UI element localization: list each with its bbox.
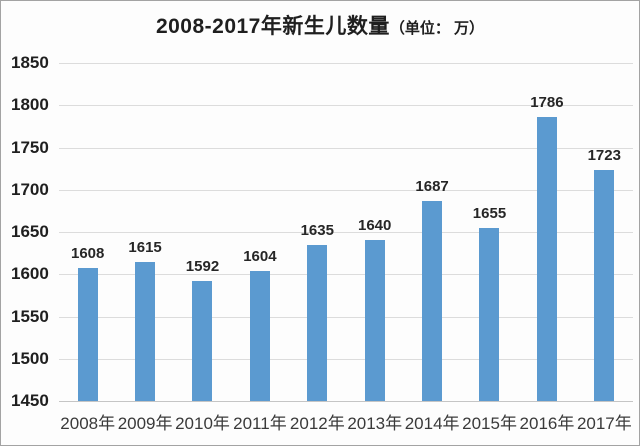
y-axis-tick-label: 1850: [11, 53, 49, 72]
bar: [192, 281, 213, 401]
gridline: [59, 63, 633, 64]
bar-column: 1723: [576, 63, 633, 401]
bar-column: 1592: [174, 63, 231, 401]
bar-column: 1635: [289, 63, 346, 401]
bar: [307, 244, 328, 401]
y-axis-tick-label: 1800: [11, 95, 49, 115]
bar-column: 1615: [116, 63, 173, 401]
bar: [249, 270, 270, 401]
bar: [479, 227, 500, 401]
bar-value-label: 1635: [300, 221, 334, 239]
bar: [422, 200, 443, 401]
bar: [77, 267, 98, 401]
x-axis-tick-label: 2008年: [60, 414, 116, 433]
y-axis-tick-label: 1650: [11, 222, 49, 241]
x-axis-tick-label: 2015年: [462, 414, 517, 433]
bar-column: 1786: [518, 63, 575, 401]
bar-value-label: 1723: [587, 147, 621, 165]
x-axis-tick-label: 2011年: [233, 414, 287, 433]
gridline: [59, 232, 633, 233]
x-axis-labels: 2008年 2009年 2010年 2011年 2012年 2013年 2014年 2015年…: [59, 409, 633, 434]
gridline: [59, 189, 633, 191]
x-axis-tick-label: 2013年: [347, 414, 403, 433]
x-axis-tick-label: 2014年: [404, 414, 460, 433]
y-axis-tick-label: 1600: [11, 264, 49, 284]
bar: [536, 117, 557, 401]
y-axis-tick-label: 1550: [11, 306, 49, 326]
gridline: [59, 105, 633, 107]
bar-column: 1608: [59, 63, 116, 401]
bar-value-label: 1687: [415, 177, 449, 195]
bar-value-label: 1604: [243, 247, 277, 265]
y-axis-tick-label: 1750: [11, 137, 49, 157]
x-axis-tick-label: 2017年: [576, 414, 632, 433]
bar-column: 1640: [346, 63, 403, 401]
bar-column: 1604: [231, 63, 288, 401]
bar-column: 1655: [461, 63, 518, 401]
bar: [135, 261, 156, 401]
bar-value-label: 1615: [128, 238, 162, 256]
x-axis-line: [59, 401, 633, 402]
chart-title: 2008-2017年新生儿数量（单位： 万）: [1, 10, 639, 40]
gridline: [59, 274, 633, 276]
bar-value-label: 1608: [71, 244, 105, 262]
chart-title-unit: （单位： 万）: [389, 20, 485, 37]
bar: [364, 240, 385, 401]
gridline: [59, 316, 633, 318]
y-axis-tick-label: 1500: [11, 348, 49, 368]
bar-value-label: 1592: [185, 258, 220, 276]
bar-column: 1687: [403, 63, 460, 401]
chart-title-text: 2008-2017年新生儿数量: [155, 15, 390, 38]
bar: [594, 170, 615, 401]
bar-value-label: 1786: [530, 94, 564, 112]
bar-value-label: 1640: [358, 217, 392, 235]
gridline: [59, 147, 633, 149]
x-axis-tick-label: 2016年: [519, 414, 575, 433]
y-axis-tick-label: 1450: [11, 391, 49, 410]
bar-value-label: 1655: [472, 204, 507, 222]
gridline: [59, 358, 633, 360]
x-axis-tick-label: 2009年: [117, 414, 173, 433]
y-axis-tick-label: 1700: [11, 179, 49, 199]
x-axis-tick-label: 2010年: [175, 414, 230, 433]
x-axis-tick-label: 2012年: [289, 414, 345, 433]
